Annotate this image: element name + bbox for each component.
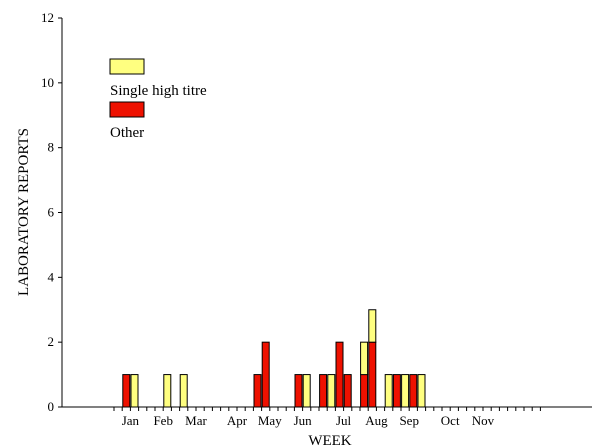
bar-single-high-titre xyxy=(384,374,393,408)
y-tick-label: 0 xyxy=(48,399,55,414)
bar-other xyxy=(409,374,418,408)
bar-other xyxy=(360,374,369,408)
bar-other xyxy=(368,341,377,408)
bar-other xyxy=(122,374,131,408)
y-tick-label: 10 xyxy=(41,75,54,90)
y-tick-label: 8 xyxy=(48,140,55,155)
bar-single-high-titre xyxy=(130,374,139,408)
month-label: May xyxy=(258,413,282,428)
y-tick-label: 4 xyxy=(48,269,55,284)
y-axis-title: LABORATORY REPORTS xyxy=(16,128,32,296)
bar-other xyxy=(261,341,270,408)
bar-other xyxy=(294,374,303,408)
bars xyxy=(122,309,426,408)
x-axis: Jan Feb Mar Apr May Jun Jul Aug Sep Oct Nov xyxy=(62,406,592,428)
bar-single-high-titre xyxy=(327,374,336,408)
bar-single-high-titre xyxy=(302,374,311,408)
month-label: Nov xyxy=(472,413,495,428)
y-tick-label: 12 xyxy=(41,10,54,25)
bar-other xyxy=(253,374,262,408)
x-axis-title: WEEK xyxy=(308,433,351,448)
y-tick-label: 6 xyxy=(48,205,55,220)
y-tick-label: 2 xyxy=(48,334,55,349)
month-label: Aug xyxy=(365,413,388,428)
month-label: Oct xyxy=(441,413,460,428)
legend: Single high titre Other xyxy=(109,58,207,141)
legend-swatch-other xyxy=(109,101,145,118)
month-label: Mar xyxy=(185,413,207,428)
bar-other xyxy=(343,374,352,408)
month-label: Jan xyxy=(122,413,140,428)
bar-other xyxy=(335,341,344,408)
month-label: Feb xyxy=(153,413,173,428)
legend-label-other: Other xyxy=(110,125,144,141)
bar-single-high-titre xyxy=(360,341,369,376)
bar-other xyxy=(319,374,328,408)
bar-single-high-titre xyxy=(179,374,188,408)
month-label: Jul xyxy=(336,413,352,428)
bar-single-high-titre xyxy=(401,374,410,408)
month-label: Apr xyxy=(227,413,248,428)
month-label: Sep xyxy=(399,413,419,428)
month-label: Jun xyxy=(294,413,313,428)
bar-single-high-titre xyxy=(163,374,172,408)
bar-single-high-titre xyxy=(417,374,426,408)
y-axis: 0 2 4 6 8 10 12 xyxy=(41,10,63,414)
bar-single-high-titre xyxy=(368,309,377,343)
legend-label-single-high-titre: Single high titre xyxy=(110,83,207,99)
legend-swatch-single-high-titre xyxy=(109,58,145,75)
bar-other xyxy=(392,374,401,408)
